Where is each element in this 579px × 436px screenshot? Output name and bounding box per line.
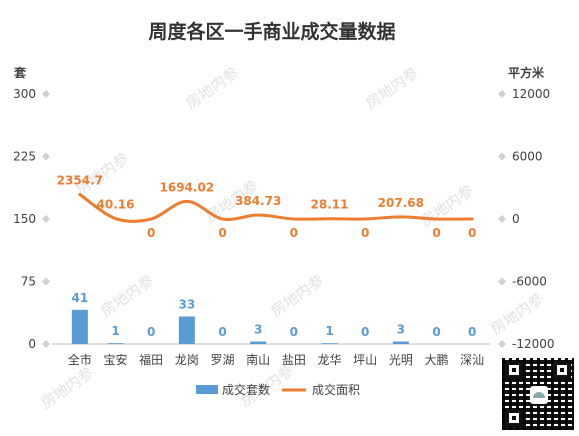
bar [250, 341, 267, 344]
line-value-label: 384.73 [235, 194, 281, 208]
x-tick-label: 光明 [389, 353, 413, 367]
x-tick-label: 福田 [139, 352, 163, 367]
bar-value-label: 0 [361, 325, 369, 339]
left-tick-label: 75 [21, 275, 36, 289]
bar-value-label: 1 [111, 324, 119, 338]
right-tick-mark [498, 340, 506, 348]
x-tick-label: 龙华 [317, 353, 341, 367]
watermark-text: 房地内参 [267, 271, 326, 320]
line-value-label: 207.68 [378, 196, 424, 210]
bar-value-label: 33 [178, 298, 195, 312]
x-tick-label: 罗湖 [210, 352, 234, 367]
watermark-text: 房地内参 [362, 63, 421, 112]
bar-value-label: 0 [432, 325, 440, 339]
bar-value-label: 0 [290, 325, 298, 339]
line-value-label: 1694.02 [160, 180, 215, 194]
left-tick-label: 300 [13, 87, 36, 101]
line-path [78, 192, 474, 223]
line-value-label: 0 [147, 226, 155, 240]
line-series [78, 192, 474, 223]
data-labels: 41 1 0 33 0 3 0 1 0 3 0 0 2354.7 40.16 0 1694.02 0 384.73… [57, 173, 477, 339]
left-axis-label: 套 [13, 65, 27, 80]
bar [392, 341, 409, 344]
right-tick-mark [498, 90, 506, 98]
right-tick-label: -6000 [512, 275, 547, 289]
chart-title: 周度各区一手商业成交量数据 [148, 20, 395, 43]
left-tick-mark [42, 215, 50, 223]
bar [321, 343, 338, 344]
left-tick-mark [42, 152, 50, 161]
legend: 成交套数 成交面积 [196, 382, 360, 397]
watermark-text: 房地内参 [97, 271, 156, 320]
line-value-label: 0 [432, 226, 440, 240]
x-tick-label: 深汕 [460, 353, 484, 367]
left-tick-mark [42, 90, 50, 98]
left-tick-mark [42, 340, 50, 348]
bar-value-label: 0 [218, 325, 226, 339]
right-tick-label: -12000 [512, 337, 555, 351]
right-tick-label: 12000 [512, 87, 550, 101]
legend-line-label: 成交面积 [312, 382, 360, 397]
left-tick-label: 225 [13, 150, 36, 164]
line-value-label: 28.11 [311, 198, 349, 212]
x-tick-label: 盐田 [282, 353, 306, 367]
right-tick-mark [498, 277, 506, 286]
line-value-label: 0 [361, 226, 369, 240]
line-value-label: 0 [468, 226, 476, 240]
bar-value-label: 3 [397, 323, 405, 337]
watermark-text: 房地内参 [487, 289, 546, 338]
right-tick-mark [498, 152, 506, 161]
right-tick-mark [498, 215, 506, 223]
watermark-text: 房地内参 [37, 363, 96, 412]
right-tick-label: 0 [512, 212, 520, 226]
right-axis-label: 平方米 [508, 65, 545, 80]
line-value-label: 2354.7 [57, 173, 103, 187]
x-tick-label: 大鹏 [424, 353, 448, 367]
bar-value-label: 0 [147, 325, 155, 339]
left-tick-label: 0 [28, 337, 36, 351]
x-tick-label: 全市 [68, 352, 92, 367]
bar [107, 343, 124, 344]
bar [71, 309, 88, 344]
bar-value-label: 1 [325, 324, 333, 338]
right-tick-label: 6000 [512, 150, 543, 164]
left-tick-mark [42, 277, 50, 286]
left-tick-label: 150 [13, 212, 36, 226]
legend-bar-label: 成交套数 [222, 382, 270, 397]
x-tick-label: 南山 [246, 352, 270, 367]
bar-value-label: 41 [71, 291, 88, 305]
line-value-label: 40.16 [97, 198, 135, 212]
legend-bar-swatch [196, 385, 218, 394]
line-value-label: 0 [218, 226, 226, 240]
watermark-text: 房地内参 [182, 63, 241, 112]
x-tick-label: 坪山 [353, 353, 377, 367]
line-value-label: 0 [290, 226, 298, 240]
axes: 075150225300-12000-60000600012000全市 宝安 福田龙… [13, 87, 554, 367]
watermark-text: 房地内参 [417, 181, 476, 230]
bar-series [71, 309, 409, 344]
bar [178, 316, 195, 344]
x-tick-label: 宝安 [103, 352, 127, 367]
bar-value-label: 3 [254, 323, 262, 337]
bar-value-label: 0 [468, 325, 476, 339]
x-tick-label: 龙岗 [175, 353, 199, 367]
qr-code [500, 356, 576, 432]
